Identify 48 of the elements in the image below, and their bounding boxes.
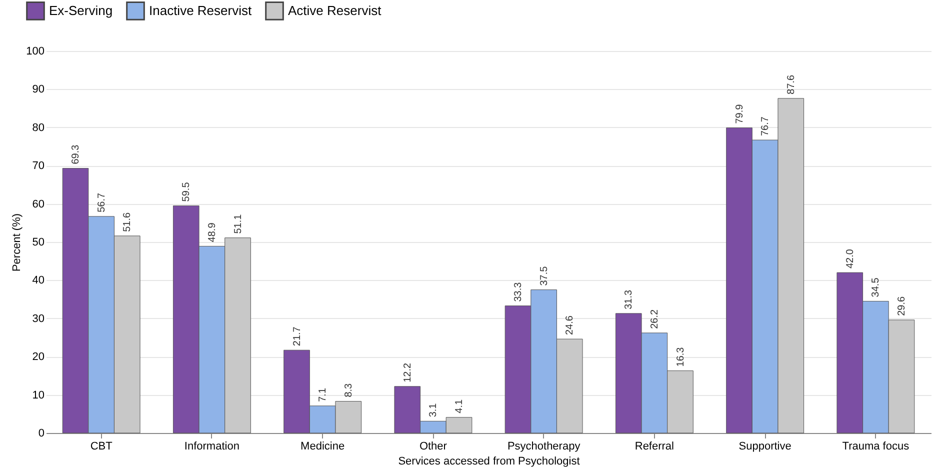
data-label: 4.1 (454, 399, 465, 414)
data-label: 79.9 (734, 104, 746, 124)
y-tick-label: 70 (32, 160, 44, 172)
x-tick-label: Supportive (738, 440, 792, 452)
legend-label: Ex-Serving (49, 2, 113, 18)
data-label: 76.7 (760, 116, 772, 136)
y-tick-label: 80 (32, 122, 44, 134)
y-tick-label: 40 (32, 274, 44, 287)
data-label: 29.6 (896, 296, 908, 316)
data-label: 87.6 (786, 74, 797, 94)
y-tick-label: 60 (32, 198, 44, 210)
y-tick-label: 50 (32, 236, 44, 248)
data-label: 42.0 (844, 248, 856, 269)
data-label: 21.7 (292, 326, 303, 346)
y-tick-label: 100 (26, 46, 44, 58)
data-label: 37.5 (538, 266, 550, 286)
x-tick-label: Psychotherapy (507, 440, 581, 452)
data-label: 56.7 (96, 192, 108, 212)
y-tick-label: 30 (32, 312, 44, 325)
data-label: 12.2 (402, 362, 414, 382)
legend-label: Inactive Reservist (149, 2, 252, 18)
y-axis-title: Percent (%) (11, 213, 24, 272)
data-label: 24.6 (564, 315, 576, 336)
data-label: 26.2 (649, 309, 660, 329)
x-tick-label: Trauma focus (842, 440, 910, 452)
data-label: 7.1 (318, 388, 329, 402)
data-label: 16.3 (675, 346, 686, 367)
data-label: 8.3 (343, 382, 354, 398)
data-label: 31.3 (624, 290, 635, 310)
data-label: 51.1 (232, 214, 244, 234)
data-label: 51.6 (122, 212, 134, 232)
data-label: 59.5 (181, 182, 192, 202)
x-tick-label: CBT (90, 440, 113, 452)
legend-label: Active Reservist (288, 2, 382, 18)
data-label: 48.9 (206, 222, 218, 242)
x-tick-label: Referral (634, 440, 674, 452)
y-tick-label: 10 (32, 389, 44, 402)
x-tick-label: Information (184, 440, 240, 452)
x-tick-label: Medicine (300, 440, 345, 452)
x-tick-label: Other (419, 440, 448, 452)
y-tick-label: 90 (32, 84, 44, 96)
y-tick-label: 0 (38, 428, 44, 440)
data-label: 34.5 (870, 277, 882, 298)
x-axis-title: Services accessed from Psychologist (398, 456, 580, 468)
data-label: 33.3 (513, 282, 524, 302)
data-label: 3.1 (428, 402, 440, 418)
data-label: 69.3 (70, 144, 82, 164)
y-tick-label: 20 (32, 351, 44, 364)
